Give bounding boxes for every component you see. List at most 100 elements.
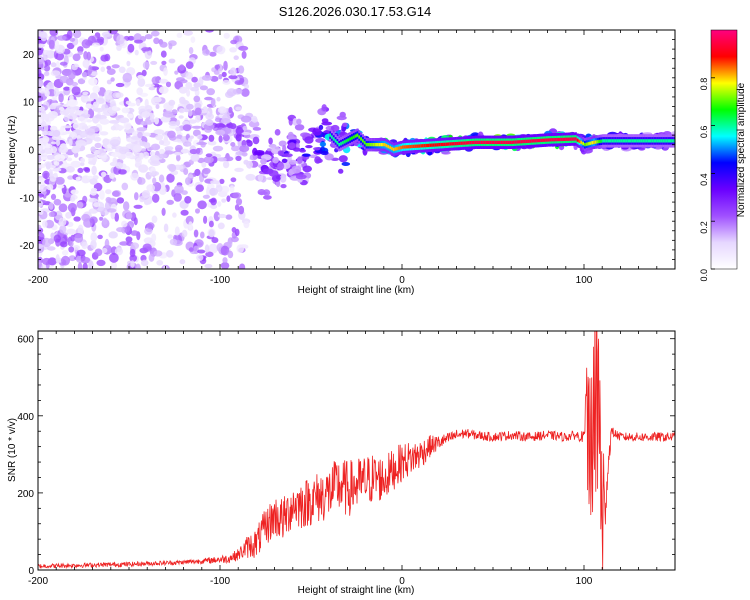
heatmap-ridge-cell	[443, 142, 446, 146]
heatmap-ridge-cell	[471, 140, 474, 145]
heatmap-ridge-cell	[602, 139, 605, 143]
heatmap-noise-blob	[152, 177, 157, 185]
heatmap-cell	[275, 180, 281, 188]
heatmap-ridge-cell	[611, 139, 614, 143]
heatmap-ridge-cell	[480, 140, 483, 144]
heatmap-noise-blob	[45, 59, 51, 66]
heatmap-noise-blob	[210, 197, 217, 206]
heatmap-noise-blob	[41, 257, 52, 266]
heatmap-noise-blob	[188, 247, 194, 252]
heatmap-ridge-cell	[398, 146, 401, 150]
heatmap-noise-blob	[176, 32, 183, 38]
heatmap-noise-blob	[56, 35, 67, 41]
heatmap-noise-blob	[83, 51, 88, 60]
heatmap-ridge-cell	[553, 138, 556, 142]
heatmap-cell	[240, 115, 252, 123]
heatmap-cell	[175, 144, 183, 152]
heatmap-noise-blob	[197, 249, 206, 254]
heatmap-cell	[80, 157, 85, 164]
heatmap-noise-blob	[137, 177, 146, 185]
heatmap-ridge-cell	[562, 137, 565, 142]
heatmap-ridge-cell	[538, 138, 541, 143]
heatmap-ridge-cell	[378, 143, 381, 147]
heatmap-cell	[189, 135, 194, 139]
heatmap-ridge-cell	[523, 139, 526, 144]
heatmap-cell	[201, 162, 207, 168]
heatmap-cell	[81, 125, 89, 130]
heatmap-ridge-cell	[607, 139, 610, 143]
heatmap-noise-blob	[106, 79, 112, 85]
heatmap-cell	[189, 148, 198, 155]
colorbar-label: Normalized spectral amplitude	[736, 82, 747, 217]
heatmap-ridge-cell	[491, 140, 494, 144]
heatmap-ridge-cell	[502, 140, 505, 144]
heatmap-cell	[313, 147, 321, 151]
heatmap-noise-blob	[221, 71, 227, 78]
heatmap-ridge-cell	[613, 139, 616, 143]
heatmap-cell	[299, 149, 306, 153]
heatmap-cell	[70, 160, 82, 168]
heatmap-noise-blob	[222, 257, 228, 264]
heatmap-ridge-cell	[522, 139, 525, 144]
heatmap-cell	[193, 82, 201, 88]
heatmap-cell	[72, 124, 79, 129]
heatmap-noise-blob	[181, 229, 188, 238]
heatmap-ridge-cell	[412, 144, 415, 148]
heatmap-ridge-cell	[516, 140, 519, 144]
heatmap-noise-blob	[48, 169, 53, 177]
heatmap-noise-blob	[207, 140, 217, 146]
heatmap-cell	[139, 152, 144, 160]
heatmap-ridge-cell	[371, 143, 374, 147]
heatmap-cell	[80, 162, 85, 167]
heatmap-ridge-cell	[354, 134, 357, 138]
heatmap-noise-blob	[115, 82, 125, 88]
heatmap-noise-blob	[203, 215, 208, 224]
heatmap-noise-blob	[232, 88, 243, 95]
heatmap-noise-blob	[38, 230, 43, 235]
heatmap-cell	[336, 115, 347, 121]
heatmap-ridge-cell	[616, 139, 619, 143]
heatmap-cell	[164, 150, 174, 155]
heatmap-noise-blob	[55, 176, 65, 185]
heatmap-ridge-cell	[334, 139, 337, 143]
heatmap-noise-blob	[191, 76, 198, 83]
heatmap-cell	[160, 116, 171, 123]
heatmap-noise-blob	[174, 184, 184, 194]
heatmap-ridge-cell	[372, 143, 375, 147]
heatmap-noise-blob	[220, 245, 230, 256]
heatmap-cell	[82, 91, 89, 96]
heatmap-ridge-cell	[347, 138, 350, 142]
heatmap-cell	[212, 145, 224, 152]
heatmap-noise-blob	[121, 220, 128, 228]
heatmap-noise-blob	[225, 214, 233, 220]
heatmap-noise-blob	[108, 30, 118, 35]
heatmap-noise-blob	[144, 49, 152, 60]
heatmap-noise-blob	[205, 113, 214, 120]
heatmap-noise-blob	[68, 81, 79, 87]
heatmap-cell	[196, 134, 203, 140]
heatmap-noise-blob	[205, 30, 214, 33]
heatmap-cell	[75, 140, 87, 146]
y-tick-label: 10	[23, 98, 35, 109]
heatmap-ridge-cell	[518, 140, 521, 144]
heatmap-ridge-cell	[483, 140, 486, 144]
heatmap-cell	[302, 165, 313, 173]
heatmap-noise-blob	[38, 43, 45, 48]
heatmap-cell	[254, 150, 265, 156]
heatmap-noise-blob	[135, 157, 143, 167]
heatmap-ridge-cell	[673, 139, 675, 143]
heatmap-ridge-cell	[629, 139, 632, 143]
snr-plot-area	[38, 331, 675, 570]
heatmap-cell	[101, 171, 107, 177]
heatmap-cell	[260, 158, 267, 165]
heatmap-noise-blob	[134, 192, 139, 201]
heatmap-noise-blob	[38, 261, 42, 269]
heatmap-ridge-cell	[618, 139, 621, 143]
heatmap-cell	[201, 75, 213, 81]
heatmap-cell	[205, 153, 213, 158]
heatmap-cell	[191, 125, 203, 129]
heatmap-noise-blob	[39, 184, 47, 192]
heatmap-cell	[137, 75, 145, 79]
heatmap-noise-blob	[210, 204, 218, 210]
